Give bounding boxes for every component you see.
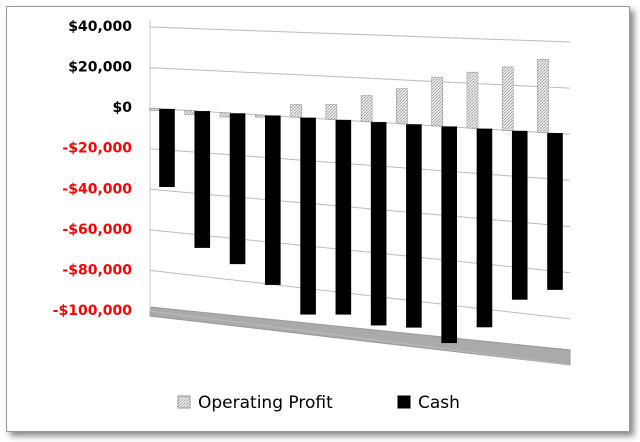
grid-line <box>149 229 571 274</box>
grid-line <box>149 310 571 366</box>
legend-label: Operating Profit <box>198 393 333 413</box>
profit-bar <box>184 110 197 116</box>
y-tick-label: -$20,000 <box>62 141 132 157</box>
grid-line <box>149 107 571 135</box>
y-tick-label: -$100,000 <box>53 303 133 319</box>
cash-bar <box>511 130 528 300</box>
cash-bar <box>370 122 387 326</box>
grid-line <box>149 269 571 320</box>
cash-bar <box>335 119 352 315</box>
profit-bar <box>360 95 373 122</box>
legend-swatch <box>177 395 191 409</box>
profit-bar <box>325 104 338 120</box>
profit-bar <box>466 71 479 129</box>
y-tick-label: -$60,000 <box>62 222 132 238</box>
profit-bar <box>501 66 514 131</box>
legend-swatch <box>397 395 411 409</box>
y-tick-label: -$80,000 <box>62 262 132 278</box>
grid-line <box>149 148 571 181</box>
cash-bar <box>441 126 457 344</box>
profit-bar <box>149 108 161 111</box>
cash-bar <box>300 117 316 315</box>
cash-bar <box>547 133 563 290</box>
profit-bar <box>537 59 549 133</box>
cash-bar <box>229 113 246 265</box>
grid-line <box>149 26 571 43</box>
profit-bar <box>396 88 408 125</box>
grid-line <box>149 67 571 89</box>
grid-line <box>149 188 571 228</box>
y-tick-label: $20,000 <box>68 60 132 76</box>
profit-bar <box>431 76 443 127</box>
profit-bar <box>255 114 267 118</box>
cash-bar <box>265 115 281 285</box>
y-tick-label: -$40,000 <box>62 181 132 197</box>
cash-bar <box>476 128 493 328</box>
floor <box>149 306 571 366</box>
y-tick-label: $40,000 <box>68 19 132 35</box>
cash-bar <box>406 124 422 328</box>
legend-label: Cash <box>418 393 460 413</box>
y-tick-label: $0 <box>113 100 133 116</box>
cash-bar <box>194 111 211 248</box>
profit-bar <box>290 104 302 118</box>
cash-bar <box>159 108 175 188</box>
profit-bar <box>219 112 232 118</box>
